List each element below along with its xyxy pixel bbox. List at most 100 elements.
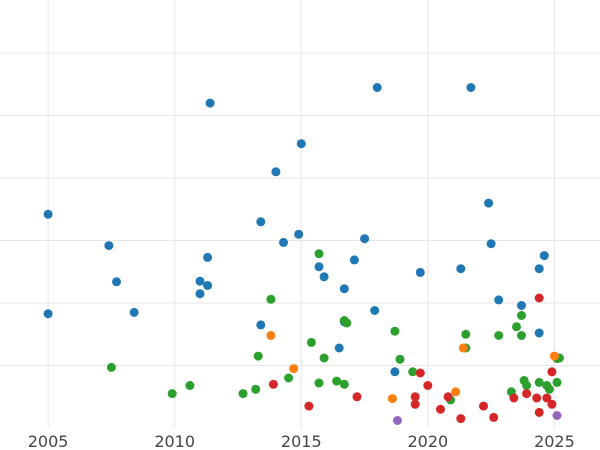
data-point bbox=[461, 329, 471, 339]
data-point bbox=[522, 381, 532, 390]
data-point bbox=[517, 331, 526, 340]
data-point bbox=[479, 401, 488, 411]
data-point bbox=[106, 362, 116, 372]
data-point bbox=[390, 367, 400, 377]
data-point bbox=[534, 293, 544, 303]
data-point bbox=[547, 399, 557, 409]
data-point bbox=[253, 351, 263, 361]
data-point bbox=[415, 368, 425, 378]
x-tick-label: 2020 bbox=[407, 432, 448, 450]
data-point bbox=[451, 387, 461, 397]
data-point bbox=[423, 381, 433, 390]
data-point bbox=[458, 343, 468, 353]
data-point bbox=[436, 404, 445, 414]
data-point bbox=[532, 393, 542, 403]
data-point bbox=[268, 379, 278, 389]
series-2 bbox=[106, 249, 564, 405]
data-point bbox=[542, 393, 552, 403]
data-point bbox=[494, 331, 504, 340]
data-point bbox=[484, 198, 494, 208]
data-point bbox=[393, 416, 402, 425]
data-point bbox=[319, 353, 329, 363]
data-point bbox=[547, 367, 557, 377]
data-point bbox=[352, 392, 362, 402]
data-point bbox=[205, 98, 215, 108]
data-point bbox=[256, 217, 266, 227]
series-1 bbox=[43, 83, 549, 377]
data-point bbox=[408, 367, 418, 377]
data-point bbox=[167, 389, 177, 399]
series-5 bbox=[393, 411, 562, 425]
data-point bbox=[195, 276, 205, 286]
data-point bbox=[512, 322, 521, 332]
data-point bbox=[387, 394, 397, 404]
x-tick-label: 2015 bbox=[281, 432, 322, 450]
data-point bbox=[410, 392, 420, 402]
data-point bbox=[534, 264, 544, 274]
data-point bbox=[390, 326, 400, 336]
x-axis-tick-labels: 2005 2010 2015 2020 2025 bbox=[28, 432, 575, 450]
data-point bbox=[238, 389, 248, 399]
data-point bbox=[266, 331, 276, 340]
x-tick-label: 2005 bbox=[28, 432, 69, 450]
data-point bbox=[443, 392, 453, 402]
series-3 bbox=[266, 331, 559, 404]
data-point bbox=[314, 249, 324, 259]
data-point bbox=[195, 289, 205, 299]
data-point bbox=[271, 167, 281, 177]
data-point bbox=[339, 379, 349, 389]
data-point bbox=[129, 307, 139, 317]
data-point bbox=[319, 272, 329, 282]
data-point bbox=[314, 262, 324, 272]
data-point bbox=[370, 306, 380, 315]
data-point bbox=[279, 237, 288, 247]
data-point bbox=[549, 351, 559, 361]
data-point bbox=[294, 229, 304, 239]
data-point bbox=[552, 411, 562, 420]
data-point bbox=[332, 376, 342, 386]
data-point bbox=[522, 389, 532, 399]
data-point bbox=[544, 384, 554, 394]
data-point bbox=[289, 364, 299, 374]
grid bbox=[0, 0, 600, 428]
data-point bbox=[296, 139, 306, 149]
x-tick-label: 2025 bbox=[534, 432, 575, 450]
data-point bbox=[494, 295, 504, 305]
data-point bbox=[372, 83, 382, 92]
data-point bbox=[104, 241, 114, 251]
data-point bbox=[360, 234, 370, 244]
data-point bbox=[203, 252, 213, 262]
data-point bbox=[306, 337, 316, 347]
data-point bbox=[534, 328, 544, 338]
data-point bbox=[266, 294, 276, 304]
data-point bbox=[539, 251, 549, 261]
data-point bbox=[339, 284, 349, 294]
data-point bbox=[415, 267, 425, 277]
data-point bbox=[517, 311, 526, 320]
data-point bbox=[304, 401, 314, 411]
data-point bbox=[534, 377, 544, 387]
data-point bbox=[251, 384, 261, 394]
data-point bbox=[489, 412, 499, 422]
data-point bbox=[112, 277, 121, 287]
data-point bbox=[256, 320, 266, 330]
data-point bbox=[314, 378, 324, 388]
data-point bbox=[534, 407, 544, 417]
data-point bbox=[334, 343, 344, 353]
series-4 bbox=[268, 293, 557, 424]
data-point bbox=[509, 393, 519, 403]
data-point bbox=[349, 255, 359, 265]
data-point bbox=[410, 399, 420, 409]
data-point bbox=[203, 281, 213, 290]
data-point bbox=[552, 377, 562, 387]
data-point bbox=[486, 239, 496, 249]
data-point bbox=[395, 354, 405, 364]
data-point bbox=[284, 373, 294, 383]
data-point bbox=[43, 209, 53, 219]
scatter-points bbox=[43, 83, 564, 425]
data-point bbox=[342, 318, 352, 328]
data-point bbox=[456, 264, 466, 274]
data-point bbox=[185, 381, 195, 390]
data-point bbox=[517, 301, 526, 310]
